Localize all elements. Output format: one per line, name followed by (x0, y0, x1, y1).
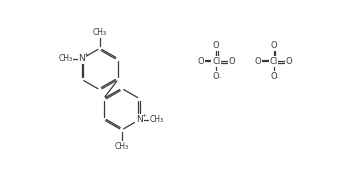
Text: O: O (286, 57, 292, 66)
Text: CH₃: CH₃ (150, 115, 164, 124)
Text: CH₃: CH₃ (115, 142, 129, 151)
Text: O: O (255, 57, 261, 66)
Text: ⁻: ⁻ (276, 77, 279, 82)
Text: Cl: Cl (212, 57, 220, 66)
Text: ⁻: ⁻ (219, 77, 222, 82)
Text: N: N (136, 115, 143, 124)
Text: O: O (228, 57, 235, 66)
Text: O: O (197, 57, 204, 66)
Text: CH₃: CH₃ (93, 28, 107, 37)
Text: O: O (270, 41, 277, 51)
Text: CH₃: CH₃ (59, 54, 73, 63)
Text: +: + (83, 52, 89, 57)
Text: +: + (142, 113, 146, 118)
Text: O: O (213, 72, 220, 80)
Text: O: O (213, 41, 220, 51)
Text: O: O (270, 72, 277, 80)
Text: Cl: Cl (269, 57, 278, 66)
Text: N: N (78, 54, 85, 63)
